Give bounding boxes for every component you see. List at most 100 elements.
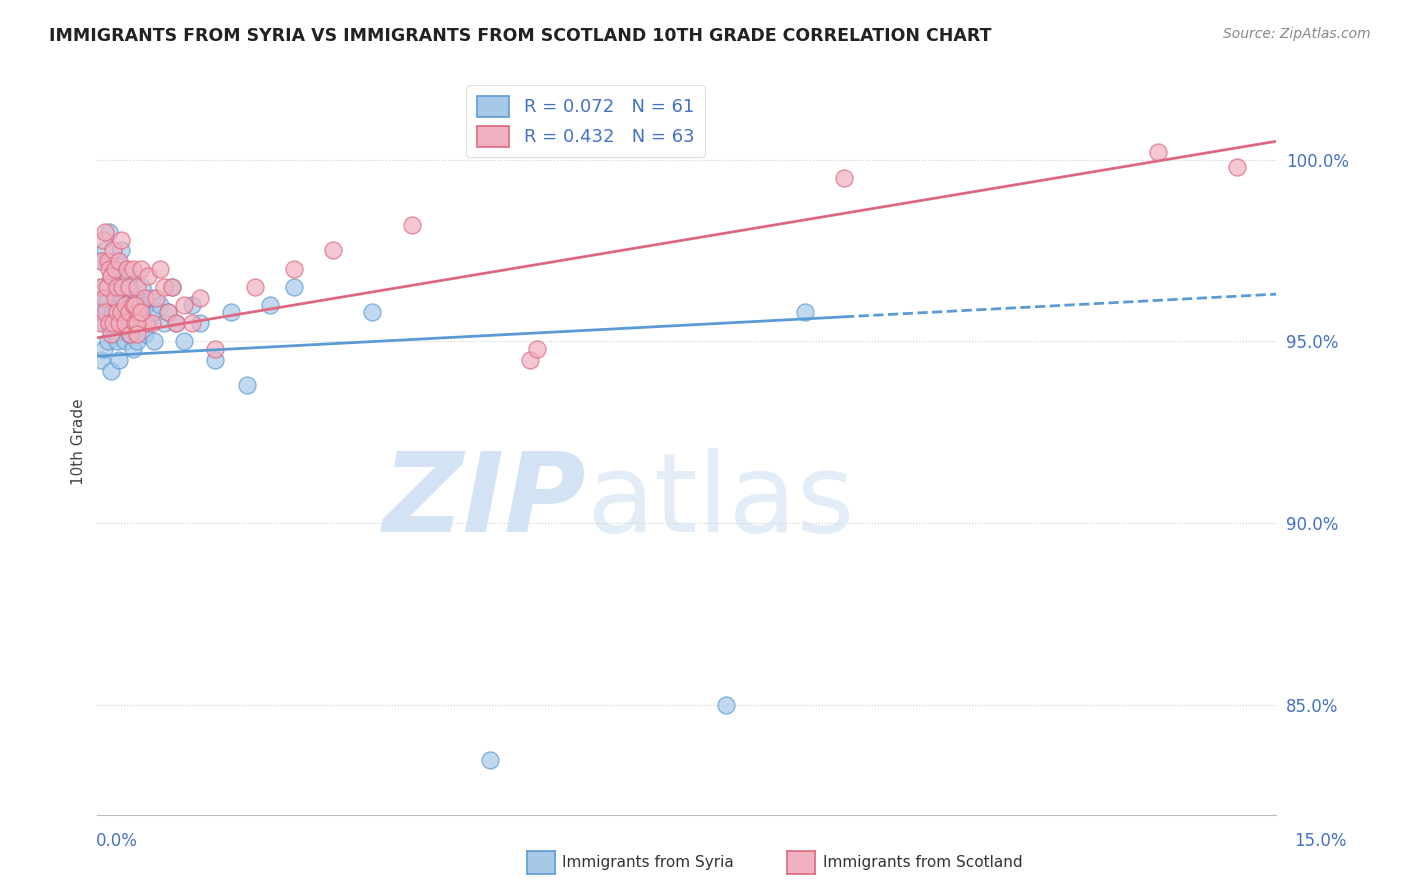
- Point: [115, 280, 138, 294]
- Point: [124, 316, 146, 330]
- Point: [101, 244, 124, 258]
- Point: [90, 280, 112, 294]
- Point: [142, 334, 165, 349]
- Point: [104, 291, 127, 305]
- Text: IMMIGRANTS FROM SYRIA VS IMMIGRANTS FROM SCOTLAND 10TH GRADE CORRELATION CHART: IMMIGRANTS FROM SYRIA VS IMMIGRANTS FROM…: [49, 27, 991, 45]
- Point: [283, 280, 305, 294]
- Point: [93, 342, 115, 356]
- Point: [135, 316, 157, 330]
- Point: [149, 298, 172, 312]
- Point: [98, 261, 121, 276]
- Point: [235, 378, 257, 392]
- Point: [118, 305, 141, 319]
- Point: [98, 316, 121, 330]
- Point: [243, 280, 266, 294]
- Point: [121, 298, 143, 312]
- Point: [121, 261, 143, 276]
- Point: [115, 261, 138, 276]
- Point: [793, 305, 815, 319]
- Point: [93, 291, 115, 305]
- Point: [125, 291, 148, 305]
- Point: [157, 305, 180, 319]
- Point: [105, 334, 128, 349]
- Point: [91, 298, 114, 312]
- Point: [361, 305, 384, 319]
- Point: [519, 352, 541, 367]
- Point: [94, 305, 117, 319]
- Point: [111, 280, 134, 294]
- Point: [90, 254, 112, 268]
- Point: [104, 261, 127, 276]
- Point: [125, 327, 148, 342]
- Point: [141, 316, 163, 330]
- Point: [105, 280, 128, 294]
- Point: [114, 298, 136, 312]
- Text: atlas: atlas: [586, 448, 855, 555]
- Point: [526, 342, 548, 356]
- Y-axis label: 10th Grade: 10th Grade: [72, 398, 86, 485]
- Point: [120, 327, 142, 342]
- Point: [1226, 160, 1249, 174]
- Point: [94, 244, 117, 258]
- Point: [124, 298, 146, 312]
- Point: [101, 261, 124, 276]
- Point: [138, 268, 160, 283]
- Point: [134, 327, 156, 342]
- Point: [134, 291, 156, 305]
- Text: 0.0%: 0.0%: [96, 831, 138, 849]
- Point: [173, 334, 195, 349]
- Point: [98, 225, 121, 239]
- Point: [204, 352, 226, 367]
- Point: [110, 316, 132, 330]
- Point: [105, 254, 128, 268]
- Point: [100, 363, 122, 377]
- Point: [98, 316, 121, 330]
- Point: [401, 218, 423, 232]
- Point: [91, 233, 114, 247]
- Point: [108, 316, 131, 330]
- Point: [96, 291, 118, 305]
- Point: [145, 305, 167, 319]
- Point: [160, 280, 183, 294]
- Point: [90, 280, 112, 294]
- Point: [121, 342, 143, 356]
- Point: [96, 280, 118, 294]
- Point: [100, 268, 122, 283]
- Point: [120, 316, 142, 330]
- Point: [204, 342, 226, 356]
- Point: [145, 291, 167, 305]
- Point: [94, 316, 117, 330]
- Point: [153, 316, 176, 330]
- Point: [153, 280, 176, 294]
- Point: [90, 254, 112, 268]
- Point: [832, 170, 855, 185]
- Text: ZIP: ZIP: [382, 448, 586, 555]
- Point: [110, 244, 132, 258]
- Point: [114, 305, 136, 319]
- Point: [125, 316, 148, 330]
- Point: [259, 298, 281, 312]
- Point: [283, 261, 305, 276]
- Point: [90, 305, 112, 319]
- Point: [114, 334, 136, 349]
- Point: [157, 305, 180, 319]
- Text: Immigrants from Syria: Immigrants from Syria: [562, 855, 734, 870]
- Point: [1147, 145, 1170, 160]
- Point: [104, 327, 127, 342]
- Point: [188, 291, 211, 305]
- Point: [118, 280, 141, 294]
- Point: [322, 244, 344, 258]
- Point: [100, 327, 122, 342]
- Text: Source: ZipAtlas.com: Source: ZipAtlas.com: [1223, 27, 1371, 41]
- Point: [180, 316, 202, 330]
- Point: [110, 233, 132, 247]
- Point: [138, 316, 160, 330]
- Point: [173, 298, 195, 312]
- Point: [131, 280, 153, 294]
- Legend: R = 0.072   N = 61, R = 0.432   N = 63: R = 0.072 N = 61, R = 0.432 N = 63: [465, 85, 706, 157]
- Point: [125, 280, 148, 294]
- Point: [165, 316, 187, 330]
- Point: [104, 280, 127, 294]
- Point: [110, 305, 132, 319]
- Point: [118, 327, 141, 342]
